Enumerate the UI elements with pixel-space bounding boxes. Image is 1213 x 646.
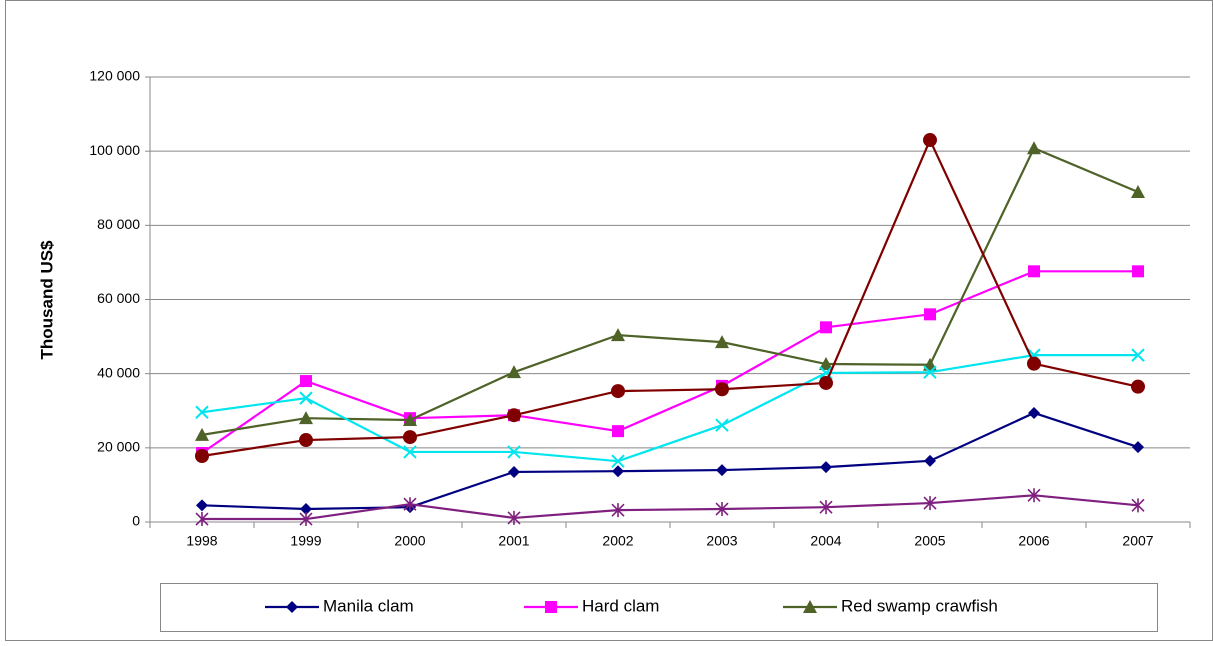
- legend-label: Manila clam: [323, 596, 414, 615]
- marker: [1028, 265, 1040, 278]
- series-line: [201, 270, 1138, 454]
- marker: [820, 461, 832, 474]
- x-tick-label: 2002: [602, 533, 633, 549]
- marker: [716, 464, 728, 477]
- y-tick-label: 100 000: [89, 142, 140, 158]
- x-tick-label: 1998: [186, 533, 217, 549]
- legend-marker: [545, 601, 557, 613]
- marker: [611, 503, 625, 518]
- marker: [299, 391, 313, 405]
- x-tick-label: 2003: [706, 533, 737, 549]
- marker: [715, 335, 729, 349]
- series-line: [201, 354, 1138, 463]
- x-tick-label: 2007: [1122, 533, 1153, 549]
- marker: [612, 425, 624, 438]
- series-line: [201, 411, 1139, 511]
- marker: [611, 328, 625, 342]
- marker: [195, 512, 209, 527]
- legend-marker: [286, 601, 298, 613]
- marker: [299, 512, 313, 527]
- marker: [403, 430, 417, 445]
- legend-box: [160, 583, 1158, 632]
- marker: [820, 321, 832, 334]
- chart-frame: [5, 0, 1213, 641]
- marker: [507, 365, 521, 379]
- marker: [299, 433, 313, 448]
- y-tick-label: 120 000: [89, 68, 140, 84]
- marker: [612, 465, 624, 478]
- x-tick-label: 2005: [914, 533, 945, 549]
- marker: [819, 500, 833, 515]
- marker: [923, 496, 937, 511]
- y-tick-label: 60 000: [97, 290, 140, 306]
- marker: [1132, 265, 1144, 278]
- marker: [924, 454, 936, 467]
- x-tick-label: 1999: [290, 533, 321, 549]
- x-tick-label: 2006: [1018, 533, 1049, 549]
- marker: [611, 384, 625, 399]
- marker: [611, 454, 625, 468]
- marker: [196, 499, 208, 512]
- y-tick-label: 40 000: [97, 364, 140, 380]
- marker: [1027, 356, 1041, 371]
- series-line: [202, 494, 1139, 521]
- marker: [715, 382, 729, 397]
- marker: [403, 445, 417, 459]
- x-tick-label: 2004: [810, 533, 841, 549]
- marker: [1132, 441, 1144, 454]
- marker: [819, 375, 833, 390]
- marker: [508, 465, 520, 478]
- y-axis-label: Thousand US$: [37, 240, 56, 360]
- marker: [924, 308, 936, 321]
- marker: [923, 365, 937, 379]
- marker: [403, 497, 417, 512]
- marker: [1131, 498, 1145, 513]
- marker: [195, 405, 209, 419]
- x-tick-label: 2000: [394, 533, 425, 549]
- marker: [1131, 379, 1145, 394]
- legend-label: Hard clam: [582, 596, 659, 615]
- marker: [819, 366, 833, 380]
- series-line: [201, 137, 1139, 458]
- marker: [507, 445, 521, 459]
- y-tick-label: 80 000: [97, 216, 140, 232]
- marker: [715, 502, 729, 517]
- marker: [300, 503, 312, 516]
- legend-marker: [803, 600, 817, 613]
- marker: [715, 418, 729, 432]
- marker: [195, 448, 209, 463]
- y-tick-label: 20 000: [97, 439, 140, 455]
- series-line: [201, 146, 1139, 436]
- marker: [1028, 406, 1040, 419]
- marker: [1027, 141, 1041, 155]
- marker: [819, 357, 833, 371]
- marker: [403, 413, 417, 427]
- marker: [299, 411, 313, 425]
- marker: [1027, 488, 1041, 503]
- y-tick-label: 0: [132, 513, 140, 529]
- marker: [507, 510, 521, 525]
- x-tick-label: 2001: [498, 533, 529, 549]
- marker: [507, 408, 521, 423]
- marker: [195, 427, 209, 441]
- marker: [1131, 184, 1145, 198]
- legend-label: Red swamp crawfish: [841, 596, 998, 615]
- marker: [923, 133, 937, 148]
- marker: [1131, 348, 1145, 362]
- marker: [300, 375, 312, 388]
